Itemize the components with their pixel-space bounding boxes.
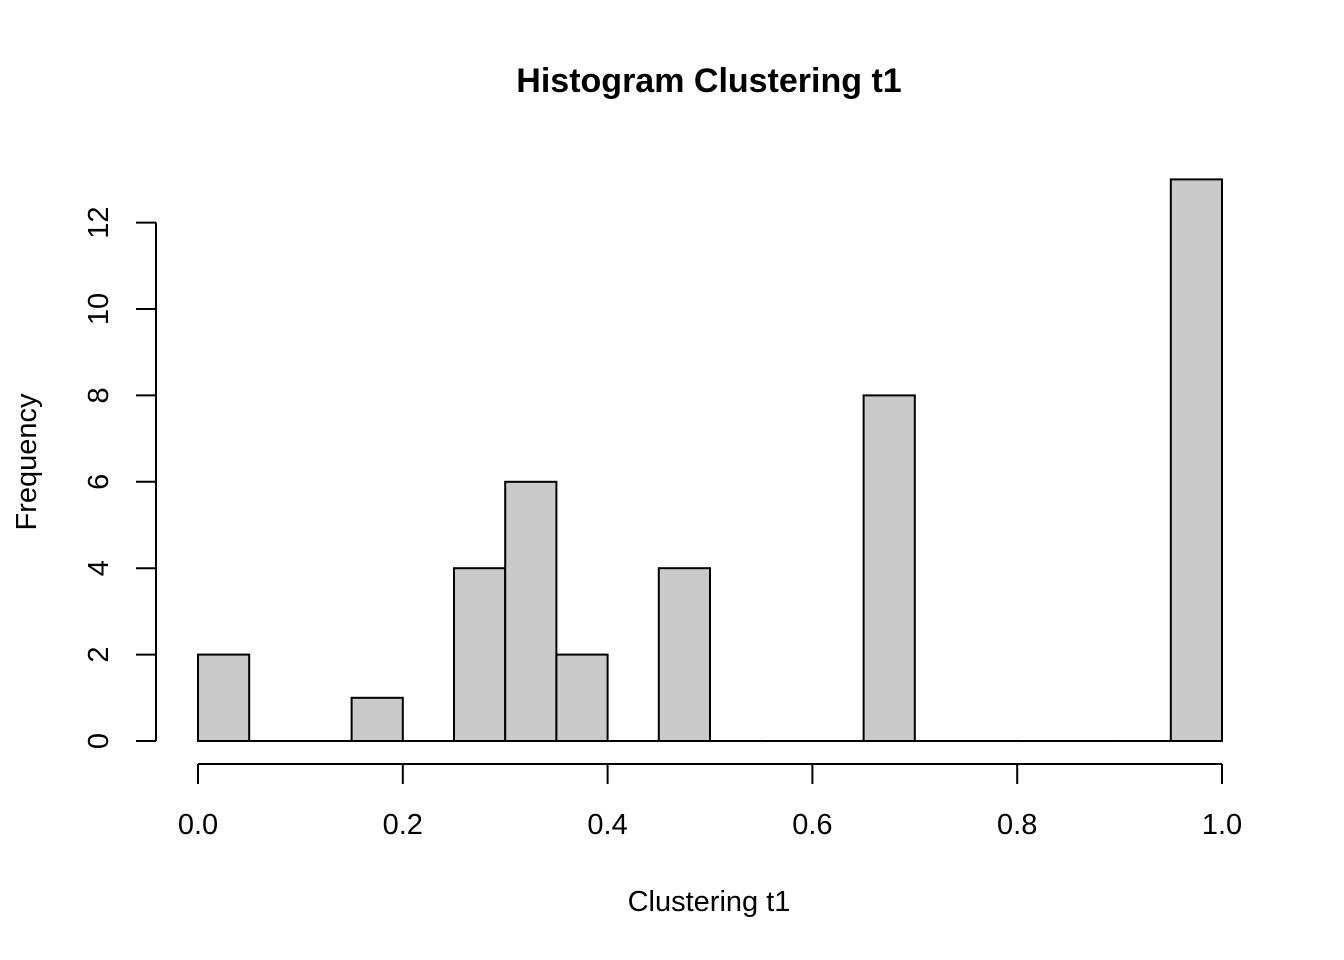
x-tick-label: 0.4 — [587, 809, 627, 841]
histogram-bar — [197, 653, 251, 742]
x-axis-label: Clustering t1 — [628, 886, 791, 918]
chart-title: Histogram Clustering t1 — [516, 62, 901, 100]
histogram-bar — [657, 567, 711, 743]
histogram-bar — [1169, 178, 1224, 742]
y-axis-label: Frequency — [11, 393, 43, 531]
y-tick-label: 0 — [83, 733, 115, 749]
x-tick-label: 0.0 — [178, 809, 218, 841]
y-tick-label: 4 — [83, 560, 115, 576]
x-tick-label: 0.6 — [792, 809, 832, 841]
y-tick-label: 12 — [83, 206, 115, 238]
y-axis: 0 2 4 6 8 10 12 — [83, 206, 157, 749]
histogram-bar — [862, 394, 916, 742]
histogram-bar — [504, 480, 558, 742]
y-tick-label: 6 — [83, 474, 115, 490]
x-tick-label: 0.8 — [997, 809, 1037, 841]
histogram-bar — [350, 696, 404, 742]
histogram-bar — [453, 567, 507, 743]
x-tick-label: 0.2 — [383, 809, 423, 841]
y-tick-label: 8 — [83, 387, 115, 403]
x-tick-label: 1.0 — [1202, 809, 1242, 841]
x-axis: 0.0 0.2 0.4 0.6 0.8 1.0 — [178, 763, 1242, 841]
bars-group — [197, 178, 1224, 743]
histogram-bar — [555, 653, 609, 742]
y-tick-label: 10 — [83, 293, 115, 325]
y-tick-label: 2 — [83, 647, 115, 663]
